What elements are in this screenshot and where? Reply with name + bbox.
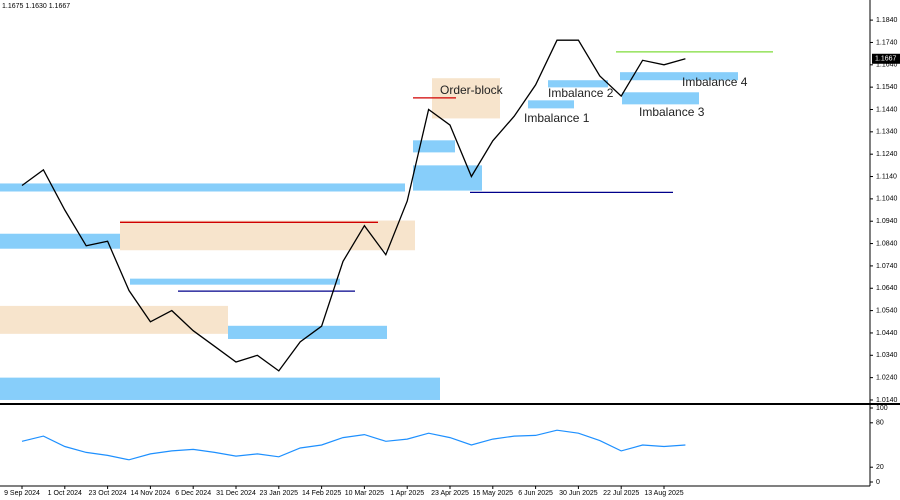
y-tick-label: 80 <box>876 420 884 427</box>
y-tick-label: 1.1340 <box>876 129 898 136</box>
annotation: Imbalance 3 <box>639 105 705 119</box>
current-price-label: 1.1667 <box>875 56 897 63</box>
y-tick-label: 1.1440 <box>876 106 898 113</box>
y-tick-label: 1.1540 <box>876 84 898 91</box>
y-tick-label: 1.0640 <box>876 285 898 292</box>
zone <box>0 183 405 192</box>
y-tick-label: 100 <box>876 405 888 412</box>
x-tick-label: 6 Jun 2025 <box>518 490 553 497</box>
y-tick-label: 1.0840 <box>876 240 898 247</box>
price-line <box>21 429 686 461</box>
zone <box>620 72 738 81</box>
zone <box>413 165 482 191</box>
y-tick-label: 1.0240 <box>876 374 898 381</box>
y-tick-label: 1.0740 <box>876 263 898 270</box>
zone <box>528 100 574 109</box>
x-tick-label: 23 Apr 2025 <box>431 490 469 497</box>
y-tick-label: 1.1240 <box>876 151 898 158</box>
x-tick-label: 22 Jul 2025 <box>603 490 639 497</box>
annotation: Imbalance 2 <box>548 86 614 100</box>
y-tick-label: 1.1740 <box>876 39 898 46</box>
y-tick-label: 0 <box>876 479 880 486</box>
x-tick-label: 23 Oct 2024 <box>89 490 127 497</box>
x-tick-label: 13 Aug 2025 <box>644 490 683 497</box>
x-tick-label: 14 Nov 2024 <box>131 490 171 497</box>
current-price-box <box>872 53 900 64</box>
y-tick-label: 1.0440 <box>876 330 898 337</box>
y-tick-label: 20 <box>876 464 884 471</box>
zone <box>228 325 387 339</box>
zone <box>120 220 415 251</box>
annotation: Imbalance 1 <box>524 111 590 125</box>
y-tick-label: 1.1140 <box>876 173 897 180</box>
y-tick-label: 1.0340 <box>876 352 898 359</box>
x-tick-label: 31 Dec 2024 <box>216 490 256 497</box>
zone <box>413 140 455 153</box>
y-tick-label: 1.0540 <box>876 307 898 314</box>
zone <box>0 305 228 334</box>
x-tick-label: 1 Oct 2024 <box>48 490 82 497</box>
x-tick-label: 14 Feb 2025 <box>302 490 341 497</box>
zone <box>622 92 699 105</box>
y-tick-label: 1.1040 <box>876 196 898 203</box>
zone <box>130 278 340 285</box>
x-tick-label: 10 Mar 2025 <box>345 490 384 497</box>
y-tick-label: 1.0140 <box>876 397 898 404</box>
x-tick-label: 9 Sep 2024 <box>4 490 40 497</box>
annotation: Imbalance 4 <box>682 75 748 89</box>
y-tick-label: 1.0940 <box>876 218 898 225</box>
zone <box>0 233 120 249</box>
x-tick-label: 30 Jun 2025 <box>559 490 598 497</box>
price-line <box>21 39 686 372</box>
x-tick-label: 15 May 2025 <box>473 490 514 497</box>
price-header: 1.1675 1.1630 1.1667 <box>2 3 70 10</box>
y-tick-label: 1.1840 <box>876 17 898 24</box>
x-tick-label: 23 Jan 2025 <box>260 490 299 497</box>
y-tick-label: 1.1640 <box>876 62 898 69</box>
annotation: Order-block <box>440 83 504 97</box>
x-tick-label: 1 Apr 2025 <box>390 490 424 497</box>
zone <box>0 377 440 400</box>
zone <box>548 80 608 88</box>
x-tick-label: 6 Dec 2024 <box>175 490 211 497</box>
